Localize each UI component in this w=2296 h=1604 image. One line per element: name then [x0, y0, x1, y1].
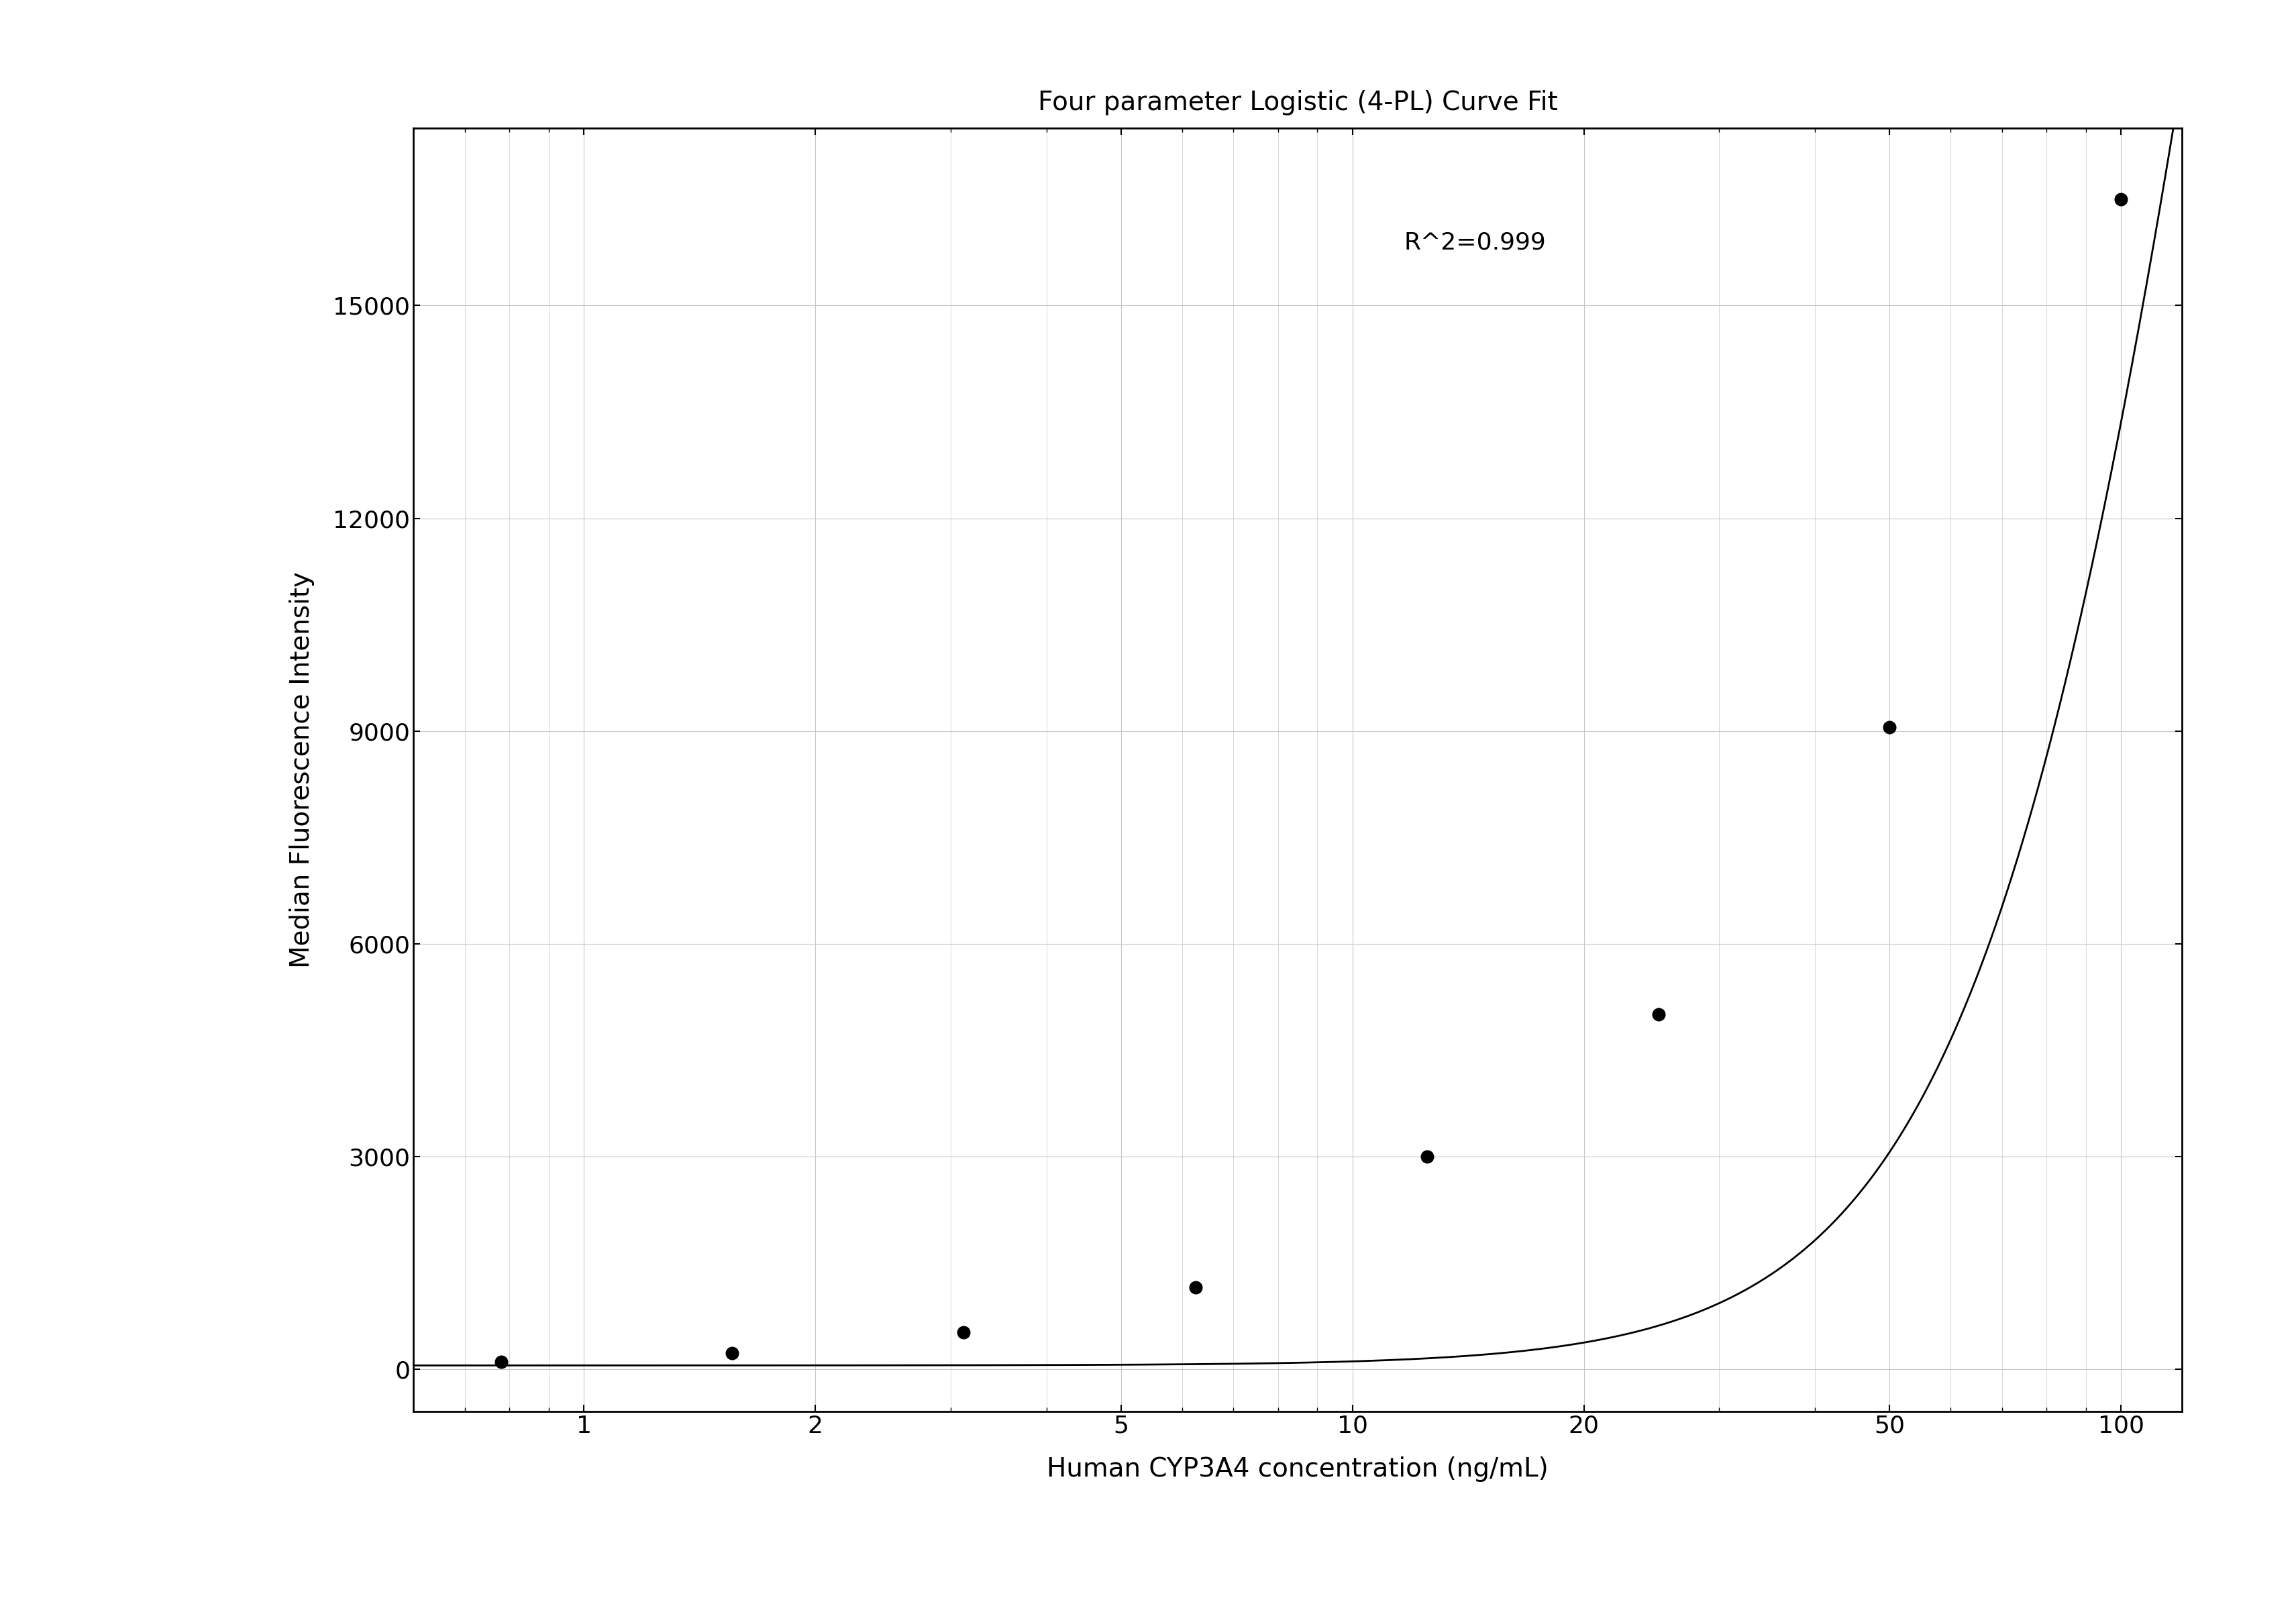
Text: R^2=0.999: R^2=0.999: [1403, 231, 1545, 253]
Point: [1871, 714, 1908, 739]
Point: [714, 1341, 751, 1367]
Point: [1407, 1144, 1444, 1169]
Y-axis label: Median Fluorescence Intensity: Median Fluorescence Intensity: [289, 571, 315, 969]
Point: [2103, 186, 2140, 212]
Point: [482, 1349, 519, 1375]
X-axis label: Human CYP3A4 concentration (ng/mL): Human CYP3A4 concentration (ng/mL): [1047, 1456, 1548, 1482]
Point: [946, 1318, 983, 1344]
Point: [1639, 1001, 1676, 1027]
Point: [1178, 1275, 1215, 1301]
Title: Four parameter Logistic (4-PL) Curve Fit: Four parameter Logistic (4-PL) Curve Fit: [1038, 90, 1557, 115]
